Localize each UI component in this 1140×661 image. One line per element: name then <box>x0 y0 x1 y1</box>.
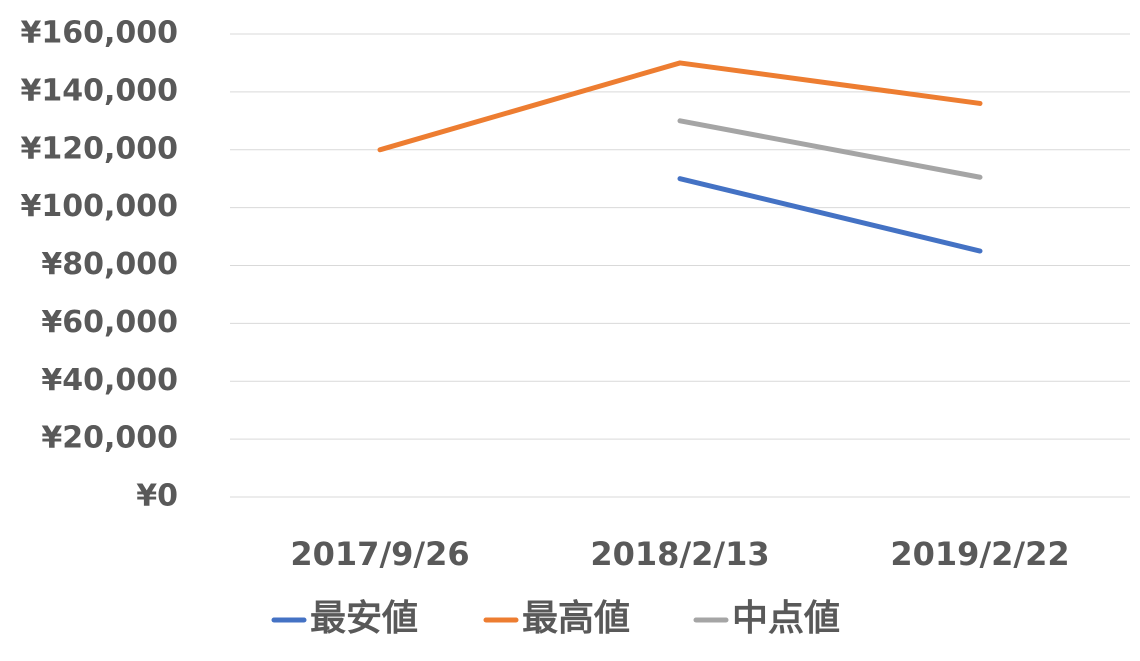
y-tick-label: ¥80,000 <box>41 247 178 282</box>
legend-label: 最安値 <box>310 598 418 639</box>
y-tick-label: ¥0 <box>136 479 178 514</box>
series-line <box>377 60 983 153</box>
legend-label: 最高値 <box>522 598 630 639</box>
series-line <box>677 118 983 180</box>
x-tick-label: 2017/9/26 <box>290 535 469 573</box>
series-line <box>677 176 983 254</box>
y-tick-label: ¥60,000 <box>41 305 178 340</box>
y-tick-label: ¥40,000 <box>41 363 178 398</box>
legend-label: 中点値 <box>732 598 840 639</box>
x-tick-label: 2019/2/22 <box>890 535 1069 573</box>
y-tick-label: ¥160,000 <box>20 16 178 51</box>
x-tick-label: 2018/2/13 <box>590 535 769 573</box>
y-tick-label: ¥100,000 <box>20 189 178 224</box>
y-tick-label: ¥140,000 <box>20 73 178 108</box>
y-tick-label: ¥20,000 <box>41 421 178 456</box>
y-tick-label: ¥120,000 <box>20 131 178 166</box>
